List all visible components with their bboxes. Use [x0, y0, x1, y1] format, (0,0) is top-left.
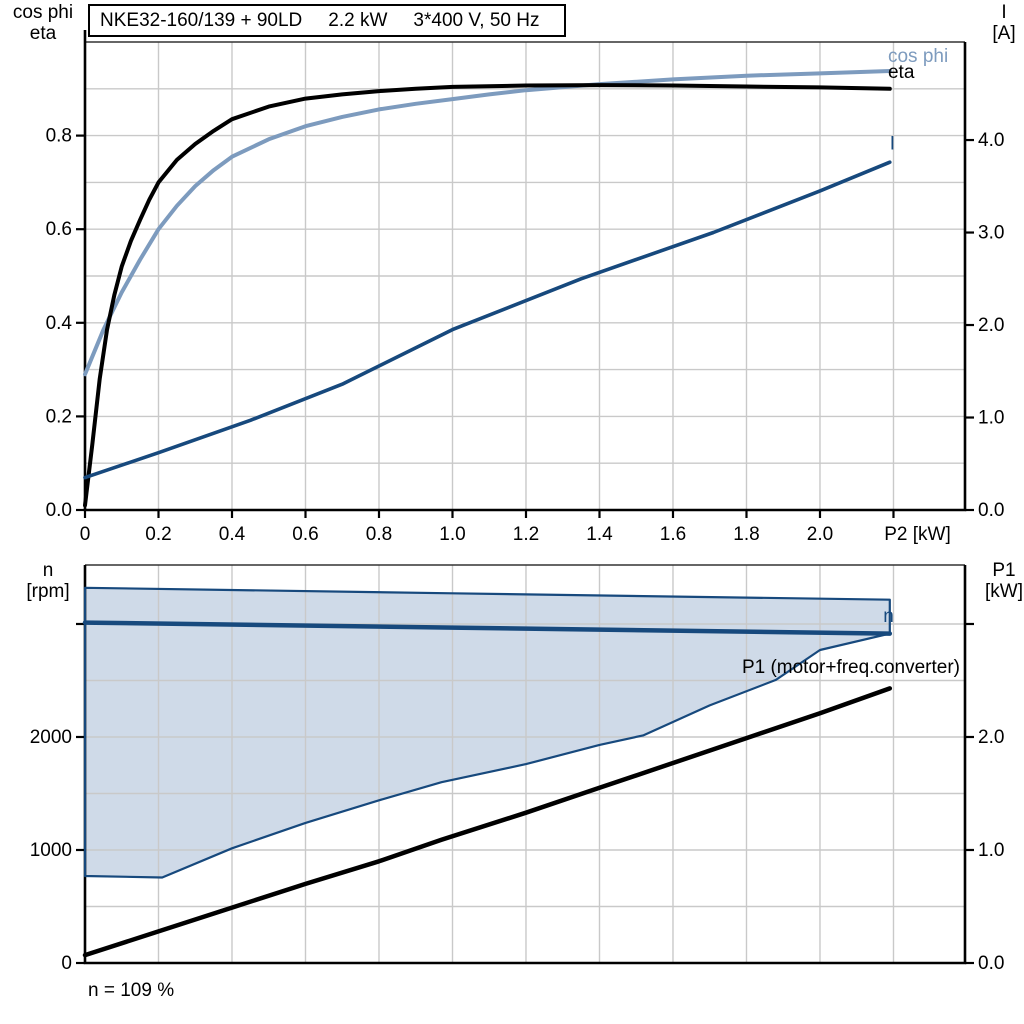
- tick-label-x: 0.4: [219, 524, 246, 545]
- speed-note: n = 109 %: [88, 980, 175, 1001]
- top-chart-right-axis-title: I [A]: [982, 2, 1024, 44]
- curve-label-i: I: [890, 133, 895, 154]
- series-eta: [83, 83, 892, 508]
- right-axis-title-line1: I: [1001, 2, 1007, 23]
- tick-label-x: 1.8: [733, 524, 759, 545]
- series-speed-range: [83, 586, 891, 879]
- tick-label-y-left: 0.8: [46, 126, 72, 147]
- tick-label-y-left: 1000: [30, 840, 72, 861]
- tick-label-x: P2 [kW]: [884, 524, 951, 545]
- series-i: [83, 160, 892, 480]
- series-fill-speed-range: [85, 587, 890, 878]
- right-axis-title-line2: [A]: [992, 23, 1016, 44]
- series-n: [82, 620, 893, 636]
- tick-label-y-right: 0.0: [978, 500, 1004, 521]
- tick-label-x: 2.0: [807, 524, 833, 545]
- p1-axis-title-line2: [kW]: [985, 581, 1023, 602]
- curve-label-eta: eta: [888, 62, 915, 83]
- tick-label-x: 1.2: [513, 524, 539, 545]
- tick-label-y-right: 3.0: [978, 223, 1004, 244]
- speed-axis-title-line2: [rpm]: [26, 581, 70, 602]
- curve-label-cos-phi: cos phi: [888, 46, 948, 67]
- tick-label-x: 1.6: [660, 524, 686, 545]
- tick-label-x: 0.2: [145, 524, 171, 545]
- tick-label-y-left: 0.2: [46, 406, 72, 427]
- tick-label-y-left: 0.0: [46, 500, 72, 521]
- bottom-chart-left-axis-title: n [rpm]: [12, 560, 84, 602]
- tick-label-y-right: 1.0: [978, 840, 1004, 861]
- tick-label-x: 1.0: [439, 524, 465, 545]
- title-pump-model: NKE32-160/139 + 90LD: [100, 9, 303, 31]
- tick-label-y-left: 0.4: [46, 313, 73, 334]
- tick-label-y-right: 2.0: [978, 315, 1004, 336]
- speed-axis-title-line1: n: [42, 560, 54, 581]
- bottom-chart-right-axis-title: P1 [kW]: [978, 560, 1024, 602]
- tick-label-x: 0: [80, 524, 91, 545]
- left-axis-title-line2: eta: [29, 23, 57, 44]
- tick-label-y-right: 1.0: [978, 408, 1004, 429]
- tick-label-y-left: 0: [61, 953, 72, 974]
- tick-label-y-right: 0.0: [978, 953, 1004, 974]
- series-p1-motor-freq-converter: [82, 686, 893, 958]
- tick-label-y-right: 2.0: [978, 727, 1004, 748]
- tick-label-x: 1.4: [586, 524, 613, 545]
- tick-label-x: 0.8: [366, 524, 392, 545]
- top-chart-left-axis-title: cos phi eta: [4, 2, 82, 44]
- tick-label-y-left: 2000: [30, 727, 72, 748]
- tick-label-y-right: 4.0: [978, 130, 1004, 151]
- chart-title-box: NKE32-160/139 + 90LD 2.2 kW 3*400 V, 50 …: [88, 4, 566, 37]
- curve-label-p1-motor-freq-converter: P1 (motor+freq.converter): [742, 657, 960, 678]
- title-voltage-frequency: 3*400 V, 50 Hz: [413, 9, 540, 31]
- series-cos-phi: [83, 69, 892, 377]
- tick-label-x: 0.6: [292, 524, 318, 545]
- curve-label-n: n: [883, 606, 894, 627]
- tick-label-y-left: 0.6: [46, 219, 72, 240]
- left-axis-title-line1: cos phi: [12, 2, 74, 23]
- title-power-rating: 2.2 kW: [328, 9, 388, 31]
- p1-axis-title-line1: P1: [992, 560, 1016, 581]
